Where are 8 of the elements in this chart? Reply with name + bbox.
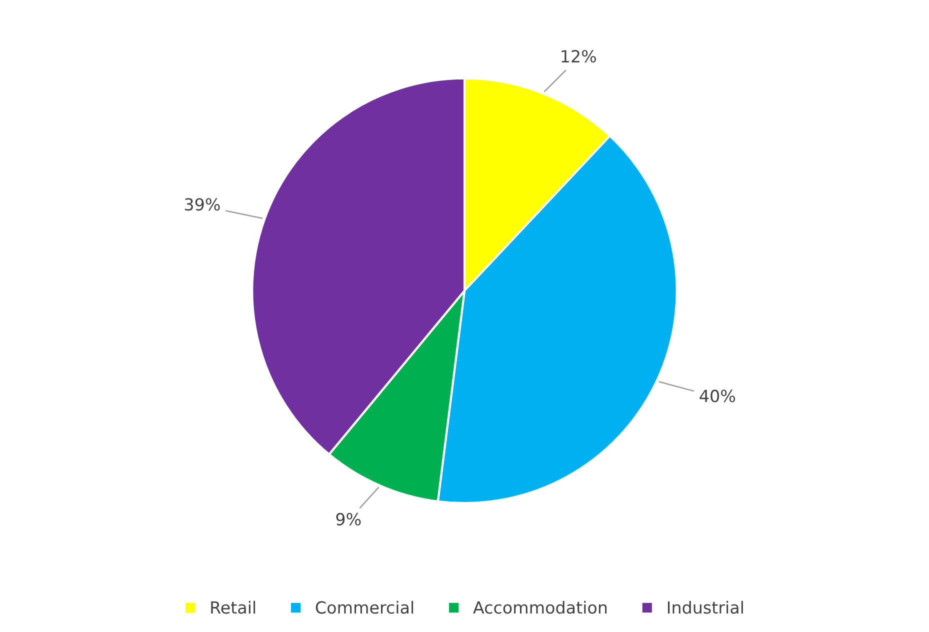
- legend-label: Accommodation: [473, 600, 607, 614]
- legend-label: Industrial: [668, 600, 743, 614]
- legend-label: Retail: [211, 600, 256, 614]
- data-label: 40%: [700, 390, 736, 402]
- data-label: 39%: [184, 198, 220, 211]
- legend-label: Commercial: [316, 600, 414, 614]
- data-label: 12%: [562, 50, 596, 63]
- data-label: 9%: [336, 512, 361, 526]
